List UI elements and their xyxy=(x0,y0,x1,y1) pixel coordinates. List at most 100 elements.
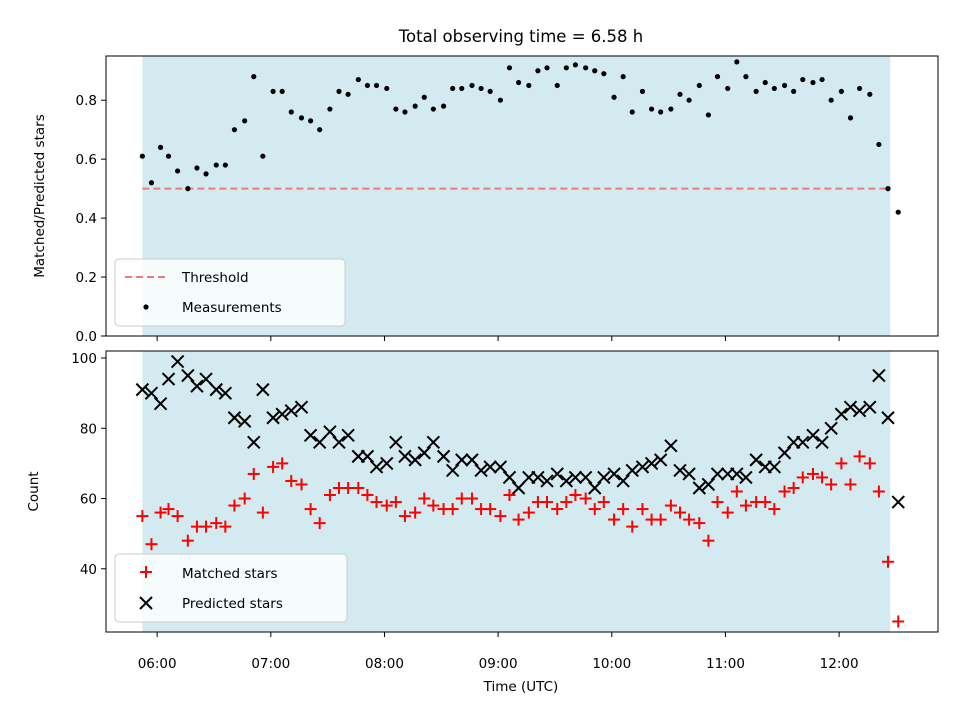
predicted-star-point xyxy=(710,467,725,481)
measurement-point xyxy=(601,71,607,77)
matched-star-point xyxy=(711,496,724,509)
measurement-point xyxy=(771,85,777,92)
measurement-point xyxy=(677,91,683,97)
x-tick-label: 07:00 xyxy=(251,656,290,672)
measurement-point xyxy=(345,91,351,97)
matched-star-point xyxy=(276,457,289,470)
predicted-star-point xyxy=(369,460,384,474)
legend-count: Matched stars Predicted stars xyxy=(114,553,348,623)
predicted-star-point xyxy=(247,435,261,450)
matched-star-point xyxy=(154,506,167,519)
measurement-point xyxy=(421,94,427,100)
matched-star-point xyxy=(398,510,411,523)
measurement-point xyxy=(885,186,891,192)
x-axis-ticks: 06:00 07:00 08:00 09:00 10:00 11:00 12:00 xyxy=(138,336,859,672)
predicted-star-point xyxy=(511,481,526,495)
measurement-point xyxy=(298,115,305,121)
matched-star-point xyxy=(313,517,326,530)
matched-star-point xyxy=(739,499,752,512)
predicted-star-point xyxy=(360,449,375,464)
legend-predicted-label: Predicted stars xyxy=(182,596,283,612)
measurement-point xyxy=(402,109,408,115)
predicted-star-point xyxy=(493,460,508,474)
matched-star-point xyxy=(427,499,440,512)
measurement-point xyxy=(592,68,598,74)
measurement-point xyxy=(393,106,399,112)
measurement-point xyxy=(148,180,155,186)
measurement-point xyxy=(139,153,145,159)
matched-star-point xyxy=(446,503,459,516)
matched-star-point xyxy=(409,506,422,519)
measurement-point xyxy=(373,82,380,89)
x-tick-label: 10:00 xyxy=(592,656,631,672)
matched-star-point xyxy=(541,496,554,509)
matched-star-point xyxy=(683,513,696,526)
measurement-point xyxy=(327,106,333,112)
measurement-point xyxy=(572,62,579,68)
measurement-point xyxy=(583,65,589,71)
matched-star-point xyxy=(768,503,781,516)
predicted-star-point xyxy=(417,446,431,460)
measurement-point xyxy=(838,88,844,94)
matched-star-point xyxy=(636,503,649,516)
predicted-star-point xyxy=(237,414,252,428)
matched-star-point xyxy=(503,489,516,502)
matched-star-point xyxy=(872,485,885,498)
predicted-star-point xyxy=(502,470,517,485)
matched-star-point xyxy=(693,517,706,530)
measurement-point xyxy=(544,65,550,71)
matched-star-point xyxy=(136,510,149,523)
matched-star-point xyxy=(219,520,232,533)
chart-title: Total observing time = 6.58 h xyxy=(398,27,643,46)
measurement-point xyxy=(203,171,209,177)
predicted-star-point xyxy=(455,453,469,467)
predicted-star-point xyxy=(749,453,763,467)
measurement-point xyxy=(165,153,172,159)
measurement-point xyxy=(856,85,863,92)
matched-star-point xyxy=(617,503,630,516)
predicted-star-point xyxy=(616,474,630,488)
predicted-star-point xyxy=(872,368,886,383)
measurement-point xyxy=(696,82,702,89)
predicted-star-point xyxy=(739,470,753,485)
matched-star-point xyxy=(247,467,260,480)
y-tick-label: 0.6 xyxy=(76,152,97,168)
x-tick-label: 09:00 xyxy=(479,656,518,672)
measurement-point xyxy=(734,59,740,65)
measurement-point xyxy=(714,74,721,80)
measurement-point xyxy=(355,76,361,83)
measurement-point xyxy=(497,97,504,103)
predicted-star-point xyxy=(284,404,298,418)
legend-measurements-swatch xyxy=(143,304,149,310)
panel-frame xyxy=(105,55,939,337)
matched-star-point xyxy=(835,457,848,470)
predicted-star-point xyxy=(380,456,394,471)
y-tick-label: 80 xyxy=(80,421,97,437)
predicted-star-point xyxy=(568,470,583,485)
measurement-point xyxy=(317,127,323,133)
measurement-point xyxy=(506,65,513,71)
matched-star-point xyxy=(654,513,667,526)
measurement-point xyxy=(242,118,248,124)
predicted-star-point xyxy=(389,435,403,450)
measurement-point xyxy=(430,106,436,112)
matched-star-point xyxy=(844,478,857,491)
predicted-star-point xyxy=(644,456,659,471)
measurement-point xyxy=(876,141,882,148)
x-tick-label: 12:00 xyxy=(820,656,859,672)
matched-star-point xyxy=(228,499,241,512)
measurement-point xyxy=(307,118,314,124)
matched-star-point xyxy=(484,503,497,516)
measurement-point xyxy=(157,144,164,150)
measurement-point xyxy=(270,88,276,94)
predicted-star-point xyxy=(881,411,895,425)
y-tick-label: 0.0 xyxy=(76,329,97,345)
matched-star-point xyxy=(361,489,374,502)
measurement-point xyxy=(620,74,626,80)
measurement-point xyxy=(639,88,646,94)
matched-star-point xyxy=(806,467,819,480)
predicted-star-point xyxy=(190,379,204,393)
measurement-point xyxy=(686,97,692,103)
predicted-star-point xyxy=(161,372,176,386)
count-panel: 40 60 80 100 Count Matched stars Predicted … xyxy=(26,350,939,633)
